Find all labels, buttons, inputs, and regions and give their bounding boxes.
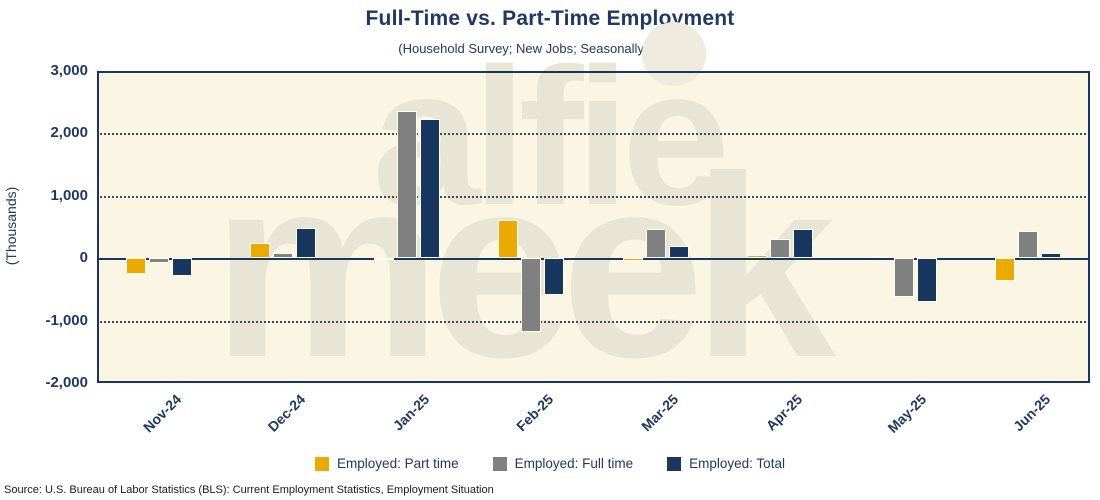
legend-swatch-icon: [492, 456, 507, 471]
legend-item: Employed: Total: [667, 456, 785, 471]
watermark-dot: [642, 22, 706, 86]
y-tick-label: -1,000: [45, 311, 88, 329]
legend-swatch-icon: [667, 456, 682, 471]
bar-employed-full-time-feb-25: [521, 258, 542, 333]
x-tick-label-jun-25: Jun-25: [1010, 391, 1054, 435]
gridline: [97, 195, 1090, 198]
bar-employed-total-dec-24: [296, 228, 317, 259]
bar-employed-part-time-jan-25: [374, 258, 395, 261]
legend-label: Employed: Total: [689, 456, 785, 471]
bar-employed-full-time-jun-25: [1017, 230, 1038, 259]
legend-label: Employed: Part time: [337, 456, 459, 471]
legend-item: Employed: Full time: [492, 456, 634, 471]
bar-employed-full-time-jan-25: [397, 110, 418, 259]
bar-employed-full-time-nov-24: [149, 258, 170, 263]
gridline: [97, 133, 1090, 136]
source-note: Source: U.S. Bureau of Labor Statistics …: [4, 484, 494, 496]
bar-employed-part-time-dec-24: [250, 242, 271, 259]
legend-swatch-icon: [315, 456, 330, 471]
x-tick-label-may-25: May-25: [884, 391, 930, 436]
bar-employed-total-jan-25: [420, 119, 441, 259]
y-tick-label: 0: [79, 249, 88, 267]
chart-title: Full-Time vs. Part-Time Employment: [365, 7, 735, 30]
bar-employed-total-feb-25: [544, 258, 565, 295]
bar-employed-full-time-apr-25: [769, 238, 790, 259]
bar-employed-total-apr-25: [792, 229, 813, 259]
bar-employed-total-mar-25: [668, 245, 689, 259]
bar-employed-part-time-nov-24: [126, 258, 147, 275]
y-tick-label: 2,000: [50, 124, 88, 142]
y-axis-title: (Thousands): [3, 186, 19, 266]
bar-employed-part-time-feb-25: [498, 220, 519, 259]
bar-employed-part-time-may-25: [870, 256, 891, 259]
zero-axis-line: [97, 258, 1090, 261]
bar-employed-part-time-mar-25: [622, 258, 643, 261]
y-tick-label: 3,000: [50, 62, 88, 79]
legend: Employed: Part time Employed: Full time Em…: [0, 456, 1100, 471]
bar-employed-total-jun-25: [1040, 252, 1061, 259]
x-tick-label-nov-24: Nov-24: [140, 391, 185, 436]
legend-label: Employed: Full time: [514, 456, 634, 471]
plot-background: [97, 71, 1090, 383]
plot-area: [97, 71, 1090, 383]
legend-item: Employed: Part time: [315, 456, 459, 471]
bar-employed-part-time-jun-25: [994, 258, 1015, 281]
y-tick-label: -2,000: [45, 374, 88, 391]
bar-employed-full-time-may-25: [893, 258, 914, 297]
bar-employed-part-time-apr-25: [746, 255, 767, 259]
bar-employed-full-time-mar-25: [645, 229, 666, 259]
y-tick-label: 1,000: [50, 186, 88, 204]
chart-subtitle: (Household Survey; New Jobs; Seasonally …: [398, 41, 702, 56]
bar-employed-full-time-dec-24: [273, 253, 294, 259]
bar-employed-total-may-25: [916, 258, 937, 302]
bar-employed-total-nov-24: [172, 258, 193, 276]
gridline: [97, 320, 1090, 323]
